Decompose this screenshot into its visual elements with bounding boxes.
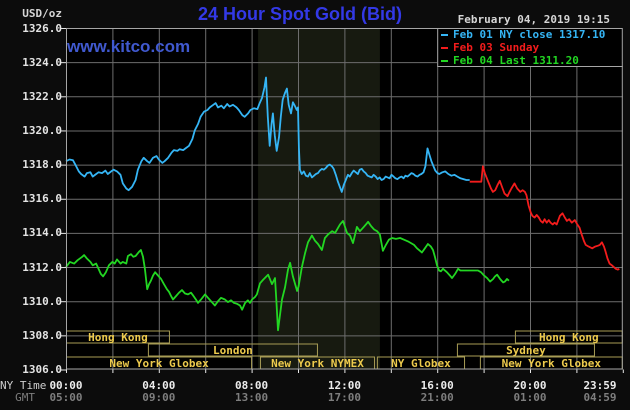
y-tick-label-1312.0: 1312.0 — [22, 260, 62, 274]
legend-dash-icon — [441, 46, 448, 49]
session-label: New York NYMEX — [271, 357, 364, 370]
plot-border — [66, 28, 623, 370]
session-label: London — [213, 344, 253, 357]
session-box-new-york-globex: New York Globex — [479, 356, 623, 370]
x-tick-label-gmt-09:00: 09:00 — [142, 391, 176, 404]
y-tick-label-1314.0: 1314.0 — [22, 226, 62, 240]
y-tick-label-1316.0: 1316.0 — [22, 192, 62, 206]
legend: Feb 01 NY close 1317.10 Feb 03 Sunday Fe… — [441, 28, 605, 67]
x-tick-label-ny-12:00: 12:00 — [327, 379, 361, 392]
series-line-2 — [65, 219, 510, 332]
y-tick-label-1318.0: 1318.0 — [22, 158, 62, 172]
session-label: Hong Kong — [88, 331, 148, 344]
session-box-sydney: Sydney — [456, 343, 595, 357]
x-tick-label-gmt-17:00: 17:00 — [327, 391, 361, 404]
y-tick-label-1308.0: 1308.0 — [22, 328, 62, 342]
legend-item-feb04: Feb 04 Last 1311.20 — [441, 54, 605, 67]
x-tick-label-ny-08:00: 08:00 — [235, 379, 269, 392]
y-axis-units-label: USD/oz — [22, 7, 62, 20]
series-line-0 — [65, 76, 470, 193]
session-label: New York Globex — [502, 357, 602, 370]
y-tick-label-1322.0: 1322.0 — [22, 89, 62, 103]
legend-border — [437, 28, 623, 67]
session-label: Sydney — [506, 344, 546, 357]
session-label: NY Globex — [391, 357, 451, 370]
y-tick-label-1324.0: 1324.0 — [22, 55, 62, 69]
session-label: New York Globex — [109, 357, 209, 370]
x-tick-label-gmt-21:00: 21:00 — [420, 391, 454, 404]
x-axis-caption-ny-time: NY Time — [0, 379, 47, 392]
chart-title: 24 Hour Spot Gold (Bid) — [198, 4, 402, 24]
series-line-1 — [469, 165, 620, 271]
y-tick-label-1326.0: 1326.0 — [22, 21, 62, 35]
legend-item-feb01: Feb 01 NY close 1317.10 — [441, 28, 605, 41]
x-tick-label-gmt-01:00: 01:00 — [513, 391, 547, 404]
legend-background — [437, 28, 623, 66]
x-tick-label-gmt-05:00: 05:00 — [49, 391, 83, 404]
y-tick-label-1306.0: 1306.0 — [22, 363, 62, 376]
y-tick-label-1310.0: 1310.0 — [22, 294, 62, 308]
x-tick-label-ny-00:00: 00:00 — [49, 379, 83, 392]
session-label: Hong Kong — [539, 331, 599, 344]
x-axis-caption-gmt: GMT — [15, 391, 35, 404]
x-tick-label-ny-20:00: 20:00 — [513, 379, 547, 392]
x-tick-label-gmt-13:00: 13:00 — [235, 391, 269, 404]
y-tick-label-1320.0: 1320.0 — [22, 123, 62, 137]
axis-tick-marks — [61, 28, 624, 373]
legend-item-feb03: Feb 03 Sunday — [441, 41, 605, 54]
legend-dash-icon — [441, 33, 448, 36]
chart-datetime: February 04, 2019 19:15 — [457, 13, 610, 26]
x-tick-label-ny-23:59: 23:59 — [583, 379, 617, 392]
session-box-new-york-nymex: New York NYMEX — [259, 356, 376, 370]
x-tick-label-ny-16:00: 16:00 — [420, 379, 454, 392]
x-tick-label-ny-04:00: 04:00 — [142, 379, 176, 392]
session-box-london: London — [147, 343, 318, 357]
kitco-watermark-link[interactable]: www.kitco.com — [67, 37, 191, 56]
x-tick-label-gmt-04:59: 04:59 — [583, 391, 617, 404]
legend-dash-icon — [441, 59, 448, 62]
